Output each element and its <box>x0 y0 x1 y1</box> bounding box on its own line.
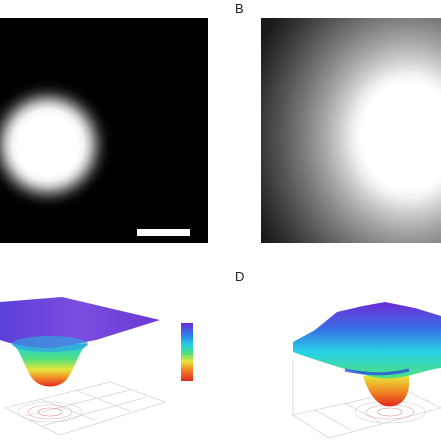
surface-sheet <box>0 297 160 348</box>
panel-c-3d-surface <box>0 297 166 436</box>
floor-contours <box>17 401 83 423</box>
floor-grid <box>292 360 441 439</box>
panel-a-grayscale-image <box>0 18 208 243</box>
panel-d-3d-surface <box>292 302 441 439</box>
surface-bowl <box>363 376 409 407</box>
panel-b-grayscale-image <box>261 18 441 243</box>
scale-bar <box>137 229 190 236</box>
panel-label-d: D <box>235 269 245 284</box>
surface-sheet <box>293 302 441 379</box>
colorbar <box>181 323 193 381</box>
panel-label-b: B <box>235 1 244 16</box>
surface-bowl <box>12 344 88 387</box>
floor-grid <box>4 381 166 436</box>
